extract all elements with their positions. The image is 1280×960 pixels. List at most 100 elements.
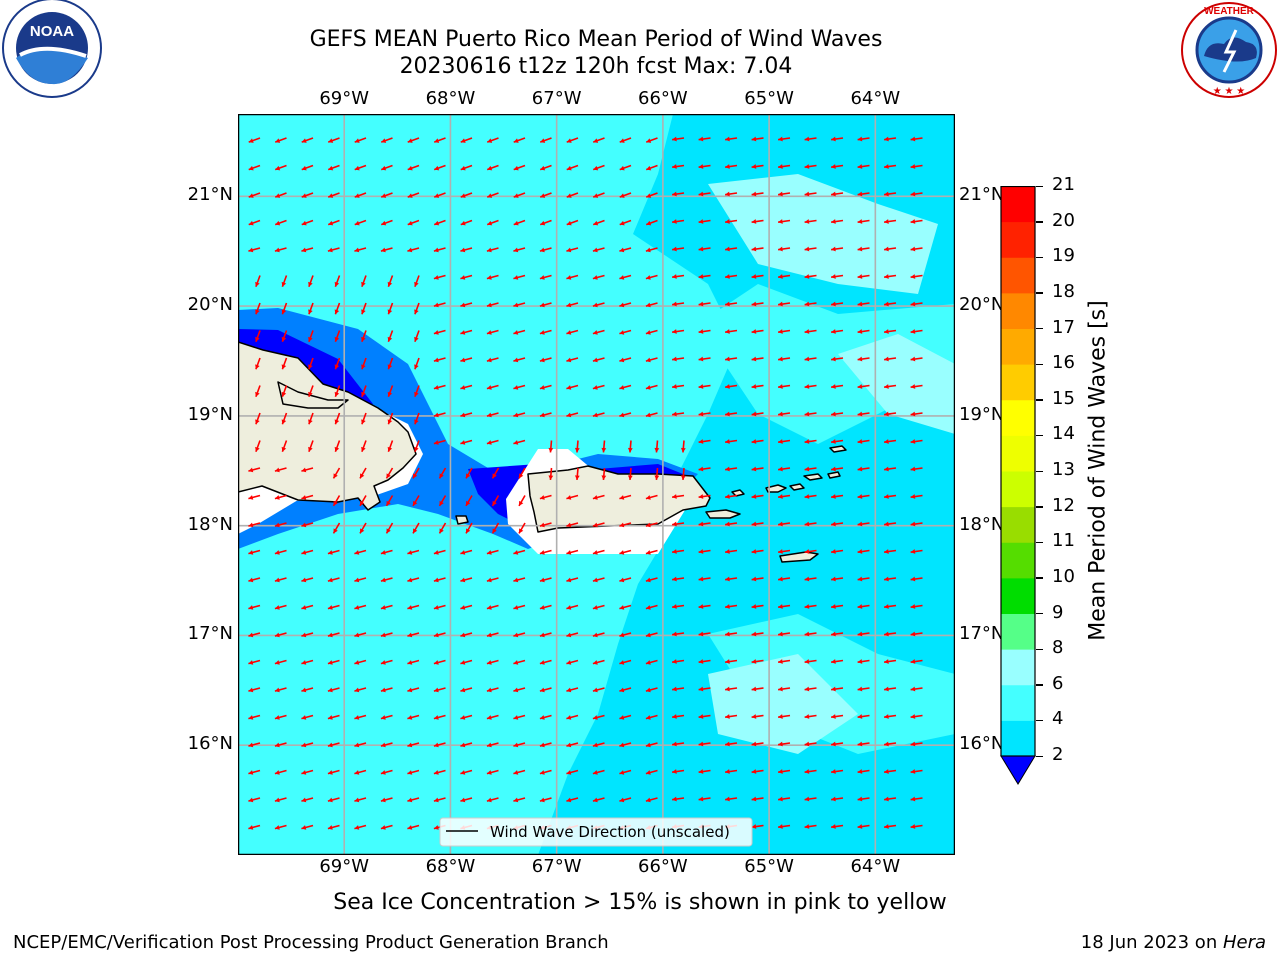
colorbar-tick-label: 2 [1052, 744, 1064, 765]
direction-arrow [910, 246, 923, 252]
direction-arrow [354, 742, 367, 748]
direction-arrow [274, 494, 287, 500]
direction-arrow [592, 329, 605, 335]
colorbar-tick-mark [1036, 577, 1043, 579]
lat-label-right: 17°N [959, 623, 1005, 645]
direction-arrow [698, 466, 711, 472]
direction-arrow [884, 576, 897, 582]
direction-arrow [592, 137, 605, 143]
lon-label-top: 67°W [531, 88, 582, 109]
direction-arrow [274, 549, 287, 555]
direction-arrow [804, 549, 817, 554]
direction-arrow [698, 136, 711, 142]
direction-arrow [619, 522, 632, 528]
direction-arrow [672, 384, 685, 389]
direction-arrow [334, 412, 341, 425]
direction-arrow [698, 769, 711, 774]
direction-arrow [804, 384, 817, 389]
direction-arrow [751, 274, 764, 279]
direction-arrow [698, 274, 711, 279]
direction-arrow [751, 384, 764, 389]
direction-arrow [354, 192, 367, 198]
direction-arrow [566, 357, 579, 363]
direction-arrow [301, 577, 314, 583]
direction-arrow [513, 302, 526, 308]
colorbar-tick-mark [1036, 221, 1043, 223]
direction-arrow [645, 769, 658, 775]
direction-arrow [513, 192, 526, 198]
direction-arrow [910, 164, 923, 169]
direction-arrow [778, 301, 791, 307]
direction-arrow [274, 522, 287, 528]
direction-arrow [491, 467, 500, 479]
direction-arrow [407, 192, 420, 198]
colorbar-segment [1001, 221, 1035, 258]
direction-arrow [327, 604, 340, 610]
direction-arrow [627, 440, 633, 453]
direction-arrow [778, 136, 791, 142]
direction-arrow [725, 329, 738, 334]
direction-arrow [910, 301, 923, 307]
direction-arrow [460, 577, 473, 583]
direction-arrow [327, 714, 340, 720]
direction-arrow [407, 549, 420, 555]
direction-arrow [592, 549, 605, 555]
direction-arrow [486, 604, 499, 610]
direction-arrow [361, 357, 367, 370]
direction-arrow [248, 247, 261, 253]
direction-arrow [301, 824, 314, 830]
lat-label-right: 19°N [959, 403, 1005, 425]
direction-arrow [725, 604, 738, 609]
direction-arrow [274, 824, 287, 830]
direction-arrow [491, 495, 500, 507]
direction-arrow [513, 604, 526, 610]
direction-arrow [778, 274, 791, 279]
direction-arrow [592, 522, 605, 528]
direction-arrow [414, 330, 420, 343]
direction-arrow [725, 164, 738, 169]
colorbar-segment [1001, 399, 1035, 436]
direction-arrow [274, 467, 287, 473]
vieques-island [705, 509, 741, 519]
direction-arrow [433, 384, 446, 390]
direction-arrow [910, 219, 923, 224]
direction-arrow [274, 192, 287, 198]
svg-text:★ ★ ★: ★ ★ ★ [1213, 86, 1245, 97]
direction-arrow [539, 412, 552, 418]
direction-arrow [255, 412, 261, 425]
direction-arrow [725, 659, 738, 664]
direction-arrow [857, 549, 870, 554]
direction-arrow [778, 466, 791, 472]
direction-arrow [698, 631, 711, 637]
direction-arrow [619, 687, 632, 693]
direction-arrow [486, 549, 499, 555]
direction-arrow [804, 466, 817, 472]
direction-arrow [354, 604, 367, 610]
direction-arrow [513, 219, 526, 226]
direction-arrow [884, 274, 897, 279]
direction-arrow [884, 191, 897, 197]
direction-arrow [460, 192, 473, 198]
direction-arrow [433, 659, 446, 665]
direction-arrow [354, 219, 367, 226]
direction-arrow [574, 467, 580, 481]
direction-arrow [884, 604, 897, 609]
direction-arrow [910, 769, 923, 774]
land-masses [237, 341, 847, 563]
direction-arrow [910, 604, 923, 609]
direction-arrow [592, 577, 605, 583]
direction-arrow [308, 385, 314, 398]
direction-arrow [513, 137, 526, 143]
direction-arrow [645, 659, 658, 665]
direction-arrow [619, 659, 632, 665]
direction-arrow [248, 522, 261, 528]
direction-arrow [778, 191, 791, 197]
direction-arrow [910, 686, 923, 692]
direction-arrow [804, 659, 817, 664]
direction-arrow [831, 741, 844, 747]
direction-arrow [884, 246, 897, 252]
direction-arrow [354, 687, 367, 693]
colorbar-tick-label: 8 [1052, 637, 1064, 659]
direction-arrow [566, 549, 579, 555]
lat-label-left: 16°N [187, 733, 233, 755]
